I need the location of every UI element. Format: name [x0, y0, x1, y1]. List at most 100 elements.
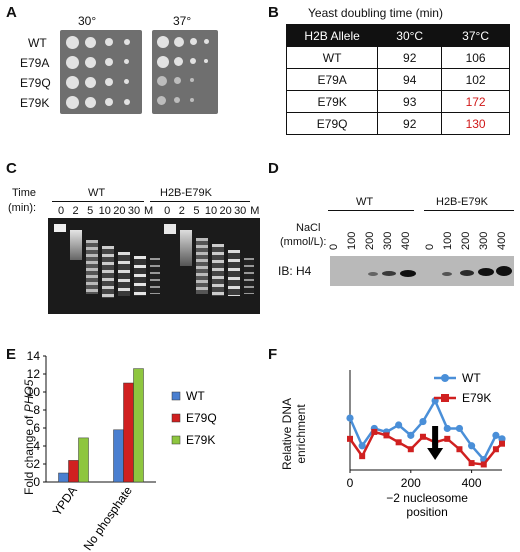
table-row: E79K 93 172	[285, 90, 510, 113]
y-axis-label-gene: PHO5	[22, 379, 36, 413]
data-point	[419, 433, 426, 440]
group-line-h2b-e79k	[424, 210, 514, 211]
data-point	[395, 421, 403, 429]
y-tick-label: 6	[33, 421, 40, 435]
group-label-h2b-e79k: H2B-E79K	[436, 196, 488, 208]
series-line	[348, 430, 503, 466]
strain-label-e79k: E79K	[20, 96, 50, 110]
data-point	[480, 461, 487, 468]
legend-label: E79K	[462, 391, 491, 405]
bar	[58, 472, 69, 483]
lane-label: 0	[57, 205, 65, 217]
legend-swatch	[171, 435, 181, 445]
y-tick-label: 8	[33, 403, 40, 417]
table-title: Yeast doubling time (min)	[308, 6, 443, 20]
cell-allele: WT	[285, 46, 379, 69]
lane-label: M	[250, 205, 260, 217]
panel-label-a: A	[6, 4, 17, 21]
table-row: WT 92 106	[285, 46, 510, 69]
data-point	[456, 446, 463, 453]
bar	[68, 460, 79, 483]
data-point	[419, 417, 427, 426]
cell-37c: 102	[441, 68, 510, 91]
data-point	[347, 435, 353, 442]
data-point	[371, 428, 378, 435]
data-point	[358, 442, 366, 450]
x-tick-label: No phosphate	[81, 483, 136, 552]
data-point	[359, 453, 366, 460]
data-point	[346, 414, 354, 422]
lane-label: 200	[460, 231, 472, 250]
bar	[78, 437, 89, 483]
strain-label-e79q: E79Q	[20, 76, 51, 90]
lane-label: 400	[496, 231, 508, 250]
header-37c: 37°C	[441, 24, 510, 47]
spot-plate-37c	[152, 30, 218, 114]
strain-label-e79a: E79A	[20, 56, 50, 70]
x-tick-label: 200	[401, 476, 421, 490]
y-axis-label-e: Fold change of PHO5	[22, 380, 36, 495]
y-axis-label-line-2: enrichment	[294, 404, 308, 464]
annotation-line-1: −2 nucleosome	[386, 491, 468, 505]
y-tick-label: 10	[27, 385, 41, 399]
temp-label-30: 30°	[78, 14, 97, 28]
panel-label-c: C	[6, 160, 17, 177]
lane-label: 2	[178, 205, 185, 217]
group-line-wt	[328, 210, 414, 211]
lane-label: 100	[442, 231, 454, 250]
lane-label: 300	[382, 231, 394, 250]
panel-label-d: D	[268, 160, 279, 177]
legend-label: WT	[462, 371, 481, 385]
legend-marker	[441, 374, 449, 382]
x-tick-label: YPDA	[50, 484, 80, 519]
doubling-time-table: H2B Allele 30°C 37°C WT 92 106 E79A 94 1…	[285, 24, 510, 135]
cell-allele: E79K	[285, 90, 379, 113]
group-line-wt	[52, 201, 144, 202]
lane-label: 10	[204, 205, 218, 217]
cell-allele: E79A	[285, 68, 379, 91]
time-unit-label: (min):	[8, 202, 37, 214]
y-axis-label-f: Relative DNA enrichment	[280, 398, 308, 470]
spot-plate-30c	[60, 30, 142, 114]
y-tick-label: 4	[33, 439, 40, 453]
y-axis-label-line-1: Relative DNA	[280, 397, 294, 470]
legend-label: E79Q	[186, 411, 217, 425]
data-point	[444, 435, 451, 442]
mnase-gel	[48, 218, 260, 314]
x-tick-label: 0	[347, 476, 354, 490]
nacl-label: NaCl	[296, 222, 321, 234]
lane-label: 0	[424, 243, 436, 250]
lane-label: 20	[219, 205, 232, 217]
lane-label: 0	[164, 205, 171, 217]
lane-label: 200	[364, 231, 376, 250]
group-line-h2b-e79k	[150, 201, 250, 202]
panel-label-e: E	[6, 346, 17, 363]
strain-label-wt: WT	[28, 36, 47, 50]
lane-label: 2	[72, 205, 79, 217]
data-point	[498, 435, 506, 443]
data-point	[468, 460, 475, 467]
header-30c: 30°C	[377, 24, 443, 47]
panel-label-b: B	[268, 4, 279, 21]
cell-37c-highlight: 172	[441, 90, 510, 113]
temp-label-37: 37°	[173, 14, 192, 28]
position-arrow-head	[427, 448, 444, 460]
lane-label: 5	[87, 205, 94, 217]
legend-swatch	[171, 413, 181, 423]
bar	[133, 368, 144, 483]
x-tick-label: 400	[462, 476, 482, 490]
header-allele: H2B Allele	[285, 24, 379, 47]
data-point	[492, 446, 499, 453]
legend-swatch	[171, 391, 181, 401]
group-label-wt: WT	[88, 187, 106, 199]
table-row: E79Q 92 130	[285, 112, 510, 135]
lane-label: 100	[346, 231, 358, 250]
data-point	[407, 446, 414, 453]
y-tick-label: 2	[33, 457, 40, 471]
data-point	[492, 431, 500, 439]
cell-30c: 94	[377, 68, 443, 91]
bar	[123, 382, 134, 483]
lane-label: 5	[193, 205, 200, 217]
bar	[113, 429, 124, 483]
